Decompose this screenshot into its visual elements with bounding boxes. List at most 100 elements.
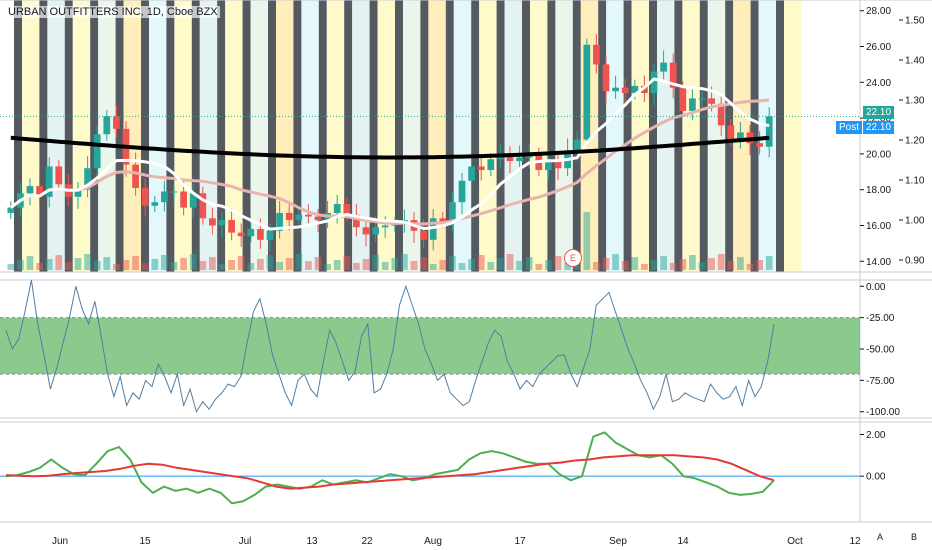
volume-bar [362,259,370,270]
candle-body [429,218,437,240]
chart-title: URBAN OUTFITTERS INC, 1D, Cboe BZX [6,6,220,18]
candle-body [170,191,178,193]
candle-body [93,134,101,169]
stripe-dark [776,0,784,272]
volume-bar [660,256,667,270]
candle-body [698,98,706,100]
earnings-marker[interactable]: E [564,249,582,267]
stripe-dark [14,0,22,272]
volume-bar [756,260,763,270]
b-button[interactable]: B [910,532,917,542]
stripe-light [276,0,294,272]
volume-bar [84,254,91,270]
candle-body [641,85,648,94]
candle-body [621,87,629,94]
volume-bar [103,257,111,270]
candle-body [314,216,322,221]
signal-line [5,454,775,490]
stripe-light [225,0,243,272]
macd-line [5,431,775,505]
stripe-dark [344,0,353,272]
candle-body [247,229,255,237]
candle-body [343,204,351,215]
stripe-dark [750,0,759,272]
stripe-dark [420,0,429,272]
volume-bar [401,254,408,270]
volume-bar [564,263,571,270]
stripe-dark [699,0,708,272]
candle-body [36,186,43,197]
volume-bar [765,256,773,270]
volume-bar [324,264,331,270]
candle-body [295,214,303,221]
volume-bar [679,259,687,270]
time-tick-label: 14 [677,536,689,547]
ratio-tick-label: 1.10 [905,176,925,187]
candle-body [45,166,53,197]
candle-body [113,116,120,129]
grid-lines [0,0,932,523]
oversold-band [0,317,860,375]
volume-bar [199,261,207,270]
candle-body [420,230,427,240]
auto-scale-button[interactable]: A [876,532,883,542]
stripe-light [149,0,167,272]
volume-bar [132,256,139,270]
macd-tick-label: 2.00 [866,430,886,441]
stripe-dark [598,0,607,272]
stripe-dark [191,0,200,272]
ratio-tick-label: 1.20 [905,136,925,147]
ratio-tick-label: 1.30 [905,96,925,107]
time-tick-label: 22 [361,536,373,547]
stripe-dark [115,0,124,272]
candle-body [381,225,389,228]
candle-body [679,87,687,111]
candle-body [458,180,466,203]
volume-bar [746,264,754,270]
candle-body [141,187,149,206]
post-label-badge: Post [836,121,863,134]
candle-body [84,168,91,190]
candle-body [583,44,591,140]
volume-bar [122,260,130,270]
candle-body [266,230,274,240]
volume-bar [650,260,658,270]
volume-bar [180,258,187,270]
volume-bar [545,260,552,270]
ratio-tick-label: 1.00 [905,216,925,227]
volume-bar [410,261,418,270]
time-tick-label: 12 [849,536,861,547]
volume-bar [228,260,235,270]
volume-bar [429,264,437,270]
oscillator-pane[interactable] [0,279,860,413]
last-price-badge: 22.10 [863,106,895,119]
candle-body [669,62,677,88]
volume-bar [276,262,283,270]
candle-body [257,229,264,240]
candle-body [727,125,735,140]
osc-tick-label: -25.00 [866,313,895,324]
volume-bar [641,264,648,270]
stripe-light [352,0,370,272]
ratio-tick-label: 1.40 [905,56,925,67]
volume-bar [468,259,475,270]
volume-bar [257,259,264,270]
ma50-line [9,98,770,226]
volume-bar [93,261,101,270]
time-tick-label: 17 [514,536,526,547]
stripe-light [428,0,446,272]
stripe-light [22,0,40,272]
post-price-badge: 22.10 [863,121,895,134]
candle-body [209,218,216,226]
volume-bar [314,257,322,270]
stripe-light [326,0,345,272]
macd-pane[interactable] [0,431,860,505]
candle-body [103,116,111,135]
volume-bar [487,262,495,270]
stripe-light [657,0,675,272]
candle-body [189,193,197,208]
volume-bar [698,262,706,270]
stripe-dark [445,0,454,272]
volume-bar [285,258,293,270]
